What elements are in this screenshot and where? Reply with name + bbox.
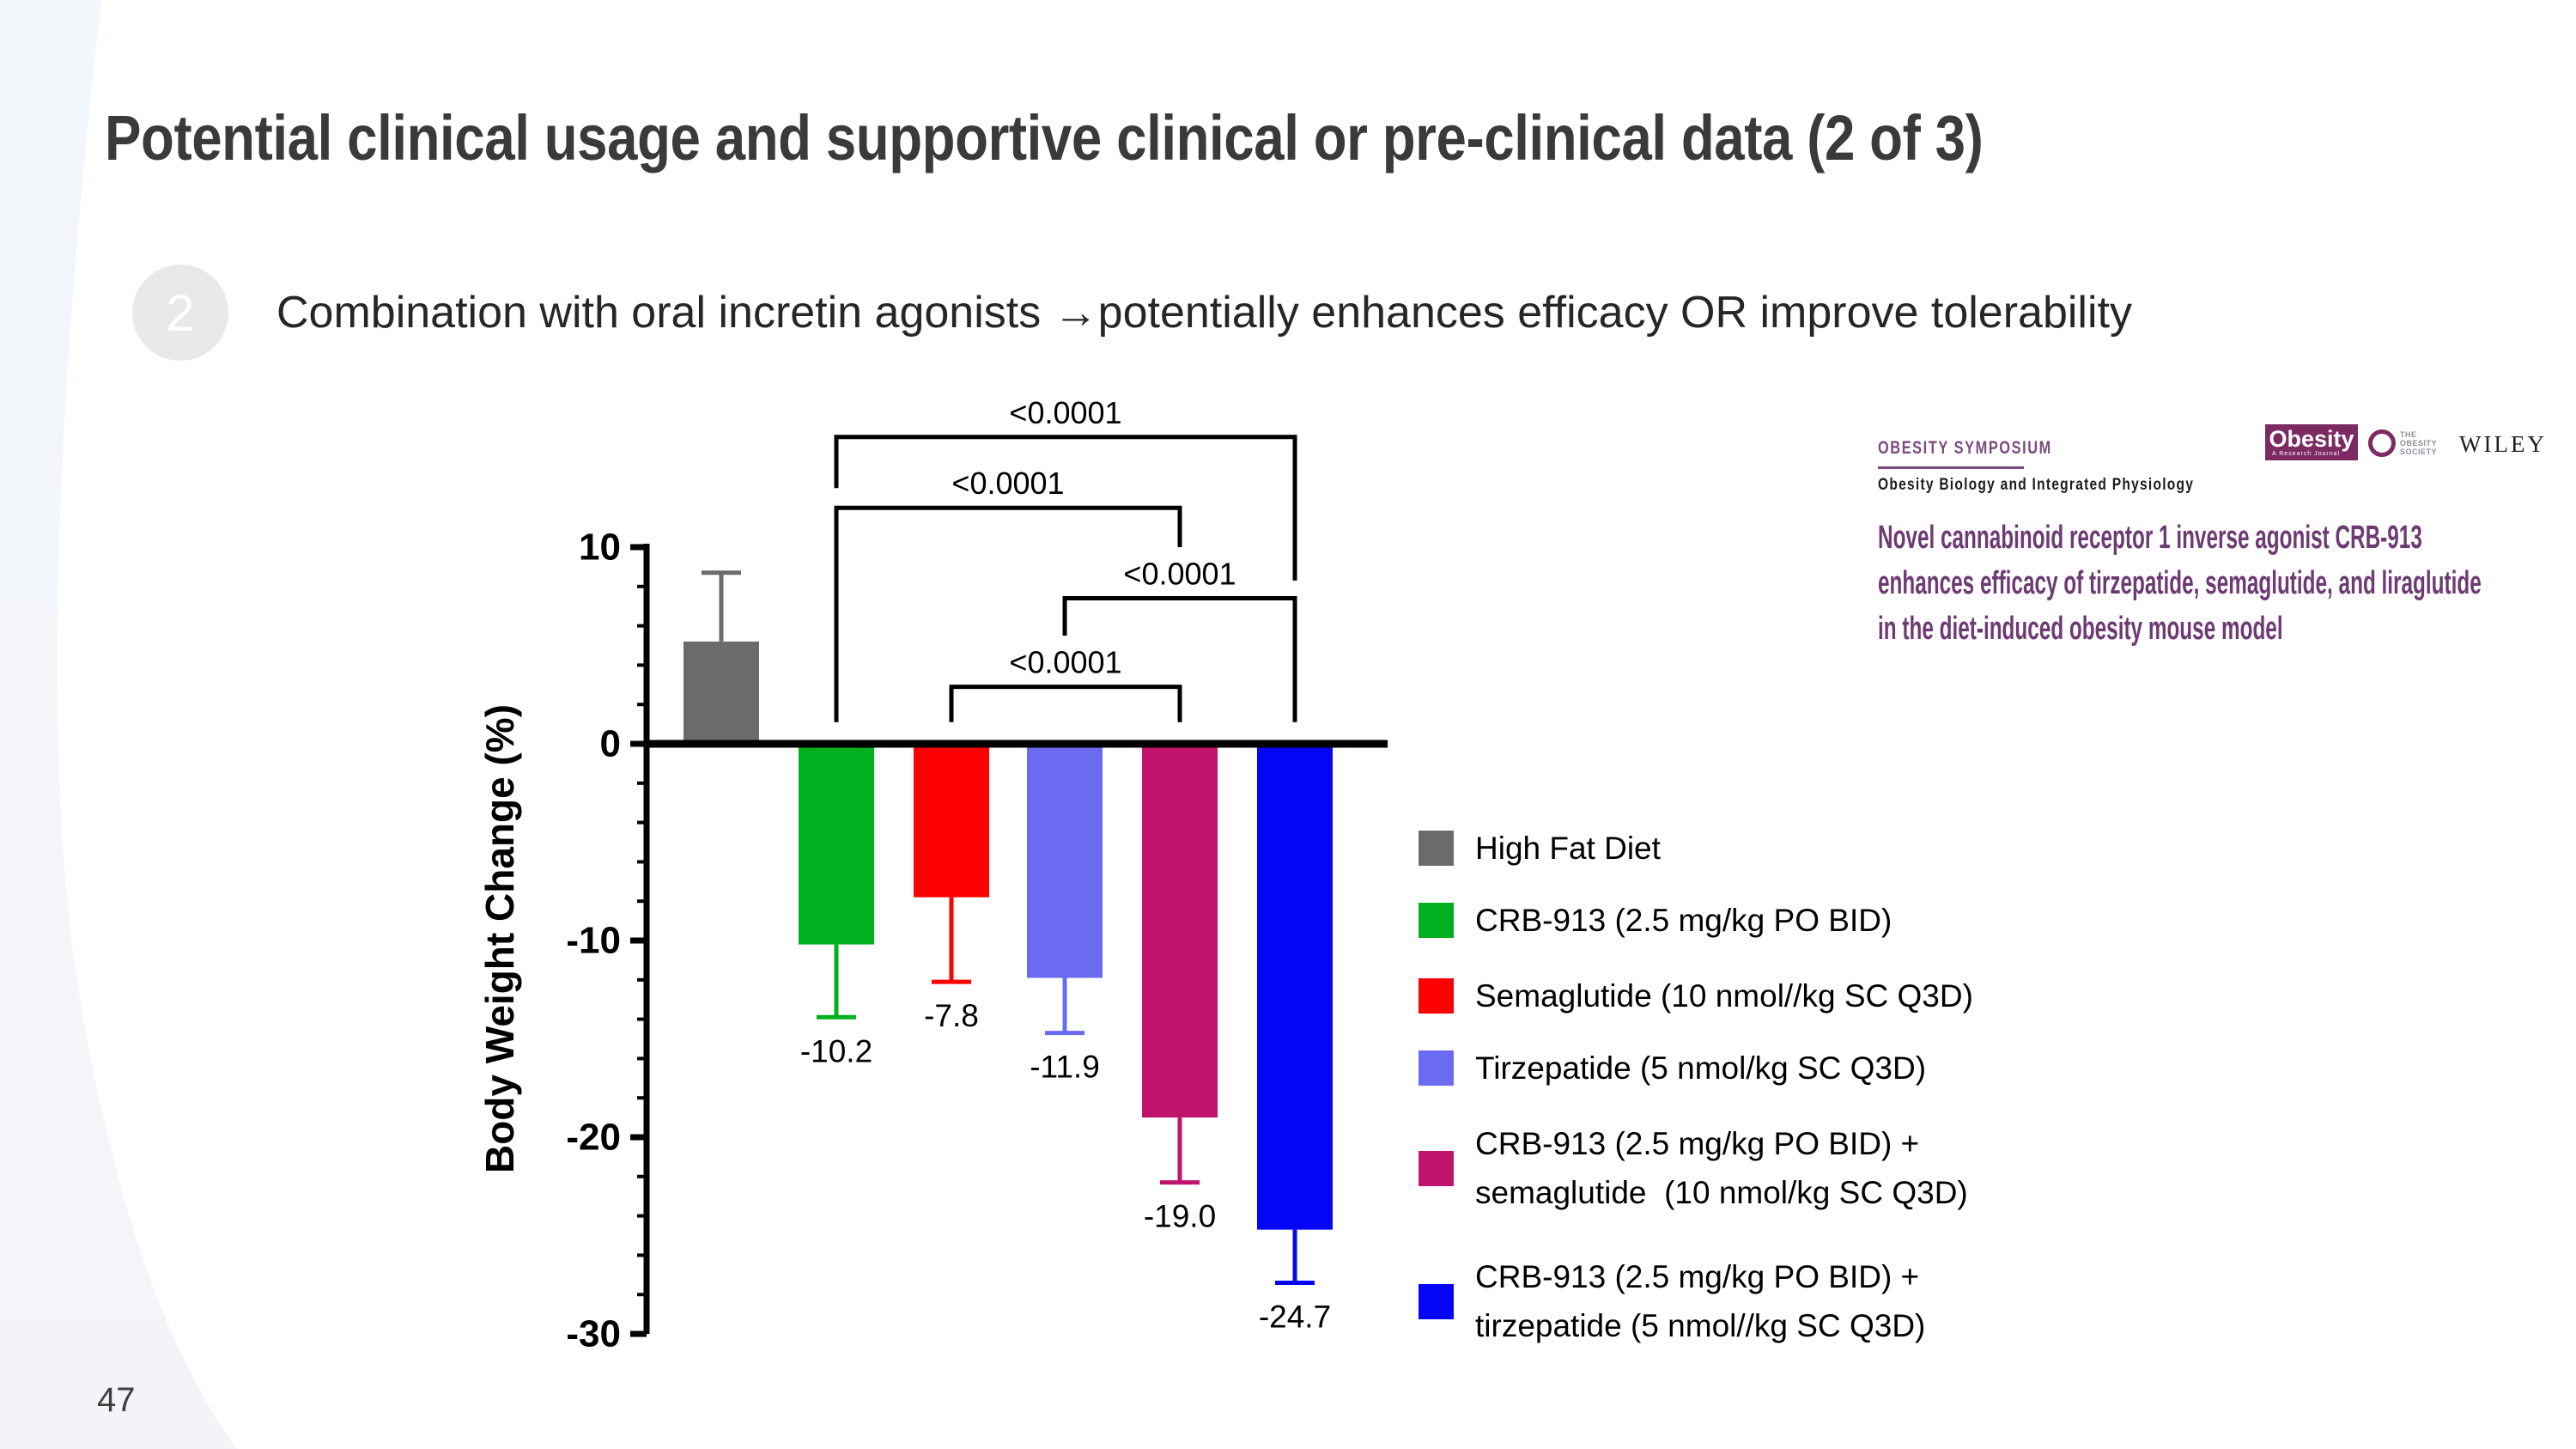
bullet-row: 2 Combination with oral incretin agonist… <box>132 265 2132 361</box>
significance-bracket-0 <box>834 435 1297 581</box>
wiley-logo: WILEY <box>2459 431 2547 457</box>
obesity-journal-name: Obesity <box>2269 425 2354 452</box>
y-axis-title: Body Weight Change (%) <box>477 704 522 1173</box>
y-axis-tick-label: -20 <box>566 1117 621 1159</box>
bar-0 <box>683 641 759 744</box>
symposium-underline <box>1878 466 2024 469</box>
reference-block: OBESITY SYMPOSIUM Obesity Biology and In… <box>1878 438 2530 495</box>
journal-logos: Obesity A Research Journal THE OBESITY S… <box>2265 424 2547 460</box>
obesity-journal-logo: Obesity A Research Journal <box>2265 424 2358 460</box>
bar-value-label-3: -11.9 <box>1030 1050 1100 1085</box>
obesity-society-text: THE OBESITY SOCIETY <box>2400 430 2438 456</box>
paper-title: Novel cannabinoid receptor 1 inverse ago… <box>1878 515 2482 652</box>
y-axis-tick-label: 0 <box>600 723 621 765</box>
paper-title-line-3: in the diet-induced obesity mouse model <box>1878 611 2283 647</box>
bar-2 <box>914 744 989 898</box>
symposium-label: OBESITY SYMPOSIUM <box>1878 438 2052 458</box>
bar-5 <box>1257 744 1333 1230</box>
bar-value-label-1: -10.2 <box>800 1033 872 1068</box>
y-axis-tick-label: -10 <box>566 920 621 962</box>
significance-bracket-1 <box>834 505 1182 722</box>
significance-bracket-3 <box>949 685 1182 722</box>
bullet-text: Combination with oral incretin agonists … <box>276 288 2132 338</box>
significance-label-2: <0.0001 <box>1123 557 1236 592</box>
bullet-number: 2 <box>166 283 195 342</box>
paper-title-line-2: enhances efficacy of tirzepatide, semagl… <box>1878 565 2482 601</box>
bar-value-label-4: -19.0 <box>1144 1199 1216 1234</box>
significance-bracket-2 <box>1062 596 1297 722</box>
bullet-number-badge: 2 <box>132 265 228 361</box>
page-number: 47 <box>97 1381 136 1419</box>
bar-1 <box>799 744 874 945</box>
y-axis-tick-label: -30 <box>566 1313 621 1355</box>
significance-label-0: <0.0001 <box>1009 395 1121 430</box>
bar-3 <box>1027 744 1103 978</box>
obesity-society-logo: THE OBESITY SOCIETY <box>2368 429 2437 457</box>
significance-label-1: <0.0001 <box>951 466 1064 501</box>
y-axis-tick-label: 10 <box>579 527 621 569</box>
significance-label-3: <0.0001 <box>1009 645 1121 680</box>
page-title: Potential clinical usage and supportive … <box>105 102 1984 174</box>
symposium-subtitle: Obesity Biology and Integrated Physiolog… <box>1878 476 2195 494</box>
obesity-journal-tagline: A Research Journal <box>2272 450 2341 457</box>
bar-value-label-5: -24.7 <box>1259 1299 1331 1334</box>
paper-title-line-1: Novel cannabinoid receptor 1 inverse ago… <box>1878 520 2422 556</box>
bar-4 <box>1142 744 1218 1118</box>
bar-value-label-2: -7.8 <box>924 998 979 1033</box>
obesity-society-ring-icon <box>2368 429 2396 457</box>
